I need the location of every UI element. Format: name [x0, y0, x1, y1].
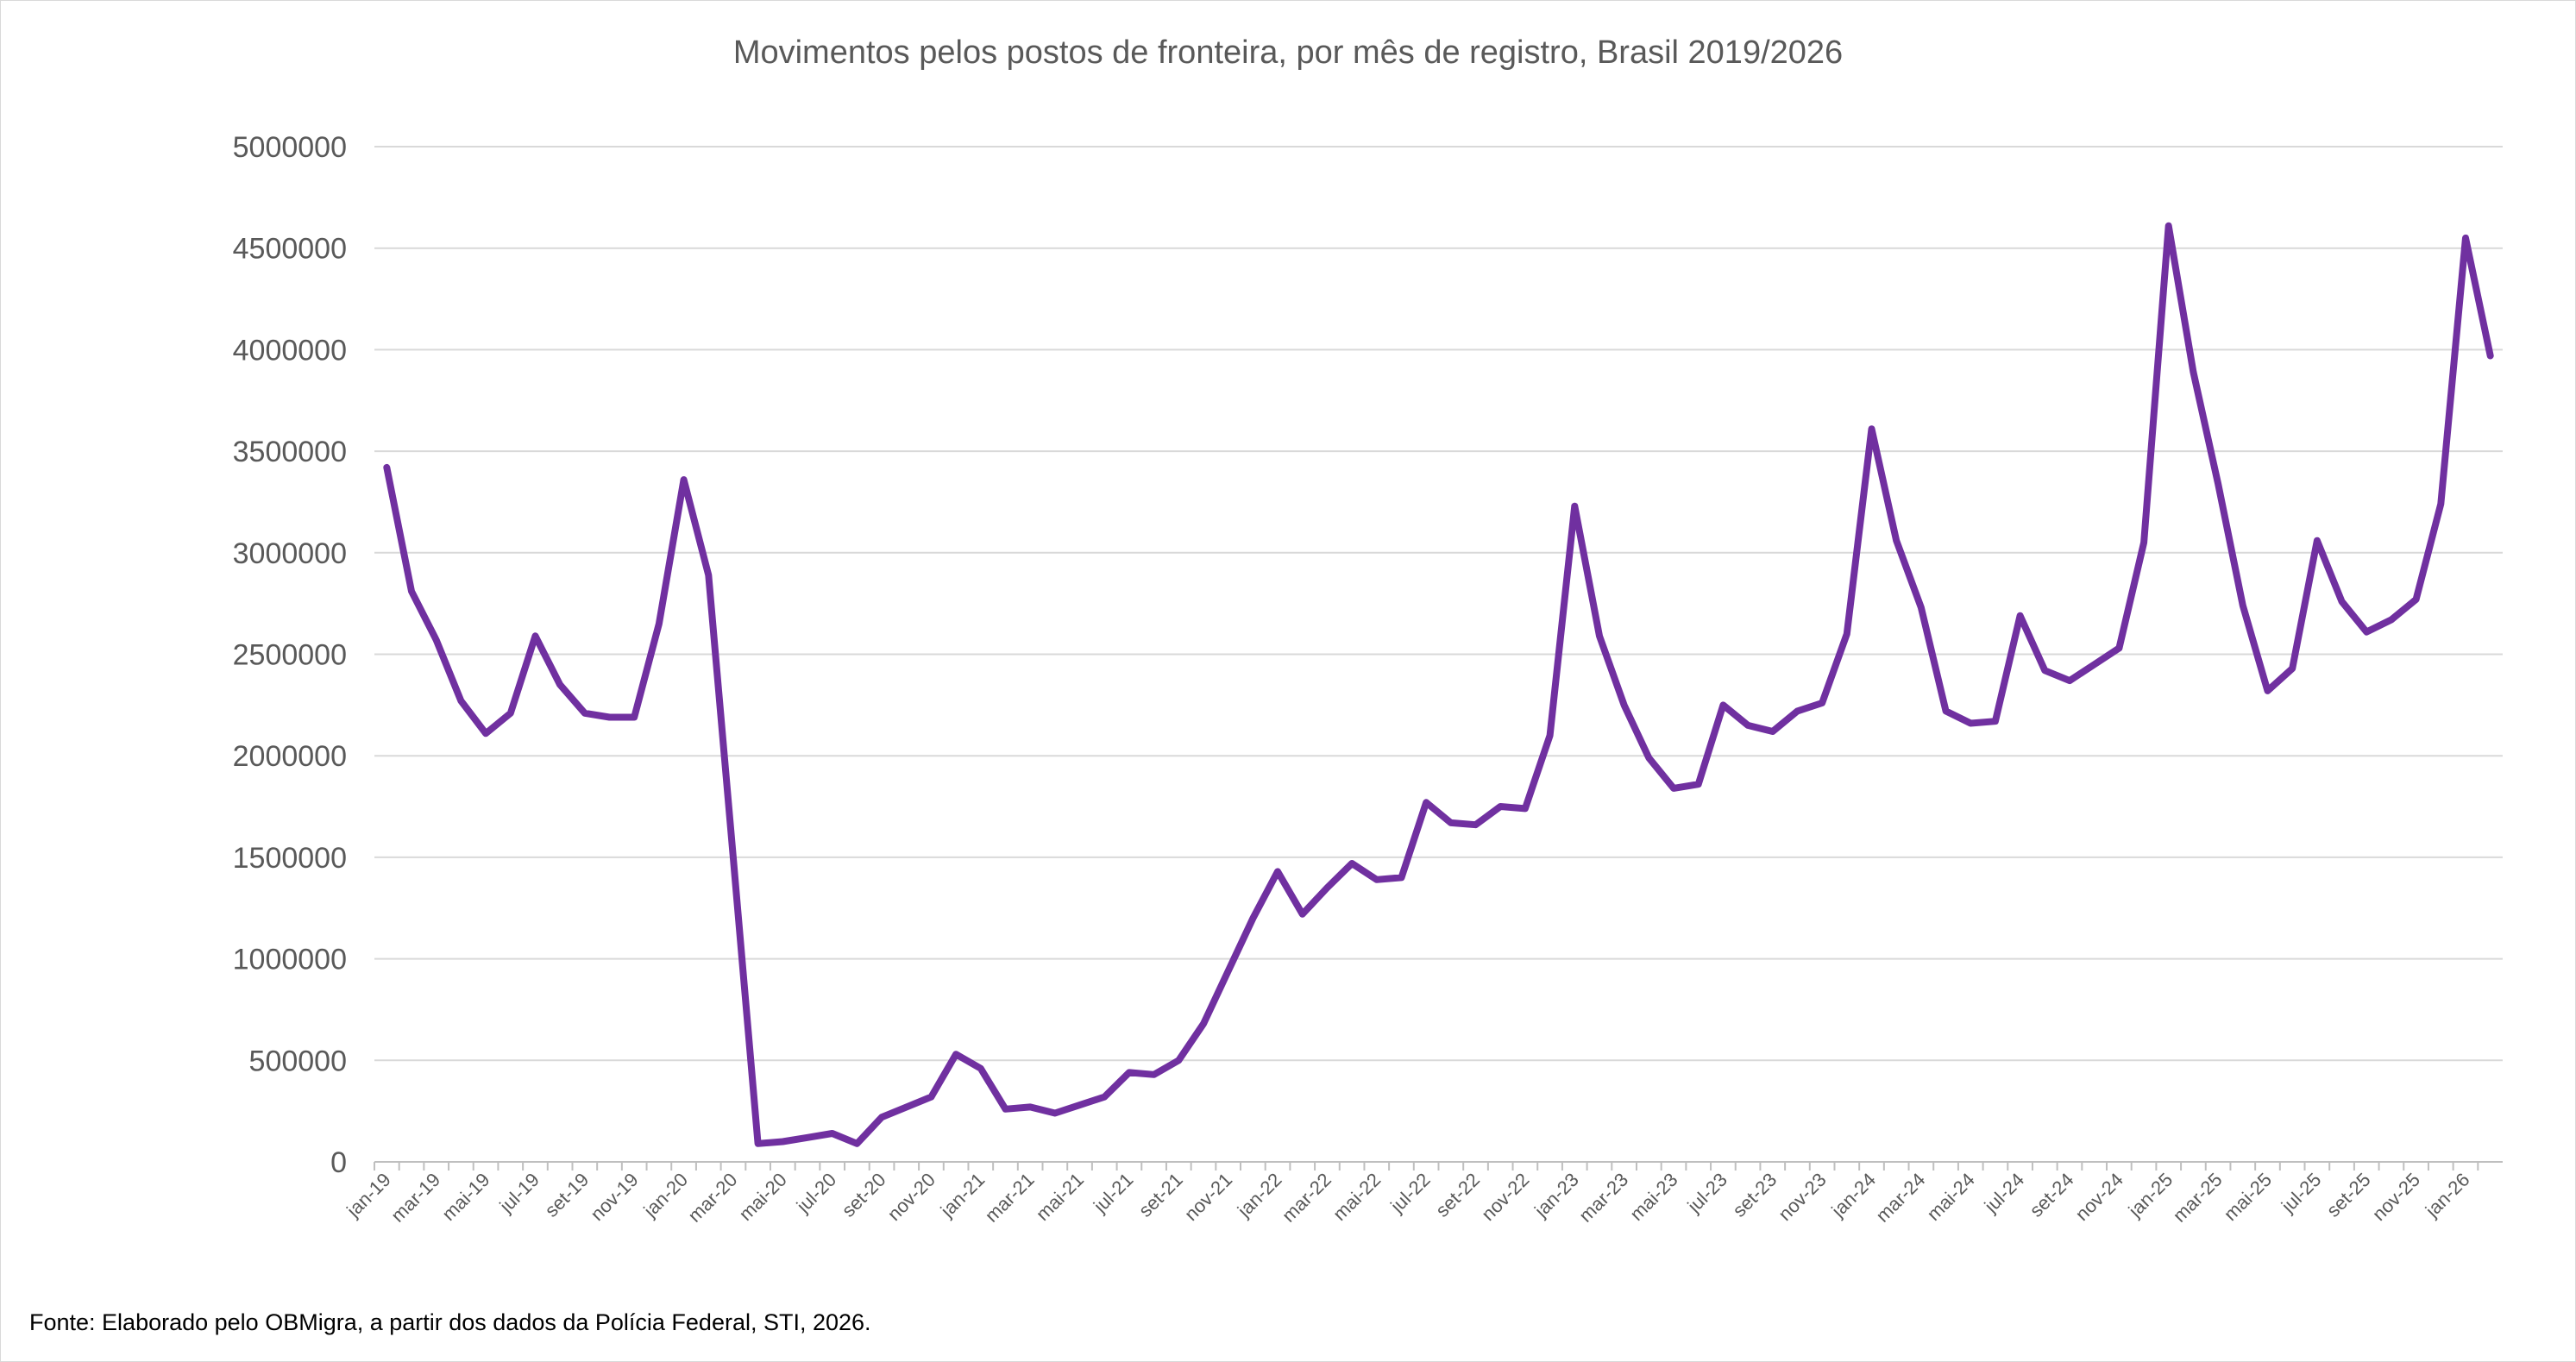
x-tick-label: mai-22 — [1329, 1169, 1385, 1225]
x-tick-label: jul-19 — [495, 1169, 543, 1217]
y-tick-label: 2000000 — [233, 740, 347, 773]
x-tick-label: nov-24 — [2071, 1169, 2127, 1225]
x-tick-label: jan-19 — [342, 1169, 395, 1222]
y-tick-label: 500000 — [249, 1045, 347, 1077]
x-tick-label: mai-19 — [437, 1169, 493, 1225]
x-tick-label: jan-24 — [1826, 1169, 1880, 1222]
x-tick-label: jan-20 — [638, 1169, 692, 1222]
x-tick-label: mar-24 — [1871, 1169, 1929, 1227]
x-tick-label: jul-20 — [792, 1169, 840, 1217]
x-tick-label: set-20 — [838, 1169, 890, 1221]
x-tick-label: mai-20 — [735, 1169, 791, 1225]
x-tick-label: jul-24 — [1980, 1169, 2028, 1217]
x-tick-label: nov-23 — [1774, 1169, 1830, 1225]
x-tick-label: nov-20 — [883, 1169, 939, 1225]
x-tick-label: nov-21 — [1180, 1169, 1236, 1225]
x-tick-label: mar-20 — [684, 1169, 742, 1227]
y-tick-label: 4500000 — [233, 233, 347, 266]
x-tick-label: set-24 — [2026, 1169, 2078, 1221]
x-tick-label: mai-23 — [1625, 1169, 1681, 1225]
x-tick-label: jan-25 — [2124, 1169, 2177, 1222]
y-tick-label: 3500000 — [233, 436, 347, 468]
y-tick-label: 2500000 — [233, 639, 347, 672]
y-tick-label: 3000000 — [233, 537, 347, 570]
chart-title: Movimentos pelos postos de fronteira, po… — [733, 35, 1843, 71]
x-tick-label: mar-22 — [1278, 1169, 1335, 1227]
x-tick-label: mar-19 — [386, 1169, 444, 1227]
x-tick-label: set-23 — [1728, 1169, 1781, 1221]
y-tick-label: 5000000 — [233, 131, 347, 164]
x-tick-label: mai-24 — [1923, 1169, 1979, 1225]
x-tick-label: jul-22 — [1385, 1169, 1434, 1217]
x-tick-label: jul-21 — [1089, 1169, 1137, 1217]
x-tick-label: jan-26 — [2421, 1169, 2474, 1222]
x-tick-label: mai-21 — [1032, 1169, 1088, 1225]
x-tick-label: mai-25 — [2220, 1169, 2276, 1225]
x-tick-label: set-21 — [1134, 1169, 1187, 1221]
x-tick-label: nov-19 — [586, 1169, 642, 1225]
y-tick-label: 1000000 — [233, 944, 347, 976]
source-note: Fonte: Elaborado pelo OBMigra, a partir … — [29, 1309, 871, 1335]
x-tick-label: jan-22 — [1233, 1169, 1286, 1222]
gridlines — [374, 146, 2503, 1163]
x-tick-label: jan-21 — [936, 1169, 990, 1222]
series-group — [383, 222, 2494, 1147]
x-tick-label: jul-25 — [2277, 1169, 2325, 1217]
y-tick-label: 0 — [330, 1146, 347, 1179]
x-tick-label: mar-21 — [981, 1169, 1039, 1227]
x-tick-label: jan-23 — [1530, 1169, 1583, 1222]
x-tick-label: mar-25 — [2169, 1169, 2227, 1227]
x-tick-label: mar-23 — [1574, 1169, 1632, 1227]
x-tick-label: set-22 — [1431, 1169, 1484, 1221]
x-tick-label: nov-25 — [2368, 1169, 2424, 1225]
y-tick-label: 1500000 — [233, 842, 347, 875]
y-tick-label: 4000000 — [233, 334, 347, 367]
x-tick-label: jul-23 — [1682, 1169, 1731, 1217]
y-axis-ticks: 0 500000 1000000 1500000 2000000 2500000 30000… — [233, 131, 347, 1179]
series-line — [383, 222, 2494, 1147]
x-tick-label: nov-22 — [1477, 1169, 1533, 1225]
x-tick-label: set-25 — [2322, 1169, 2375, 1221]
x-tick-label: set-19 — [540, 1169, 593, 1221]
